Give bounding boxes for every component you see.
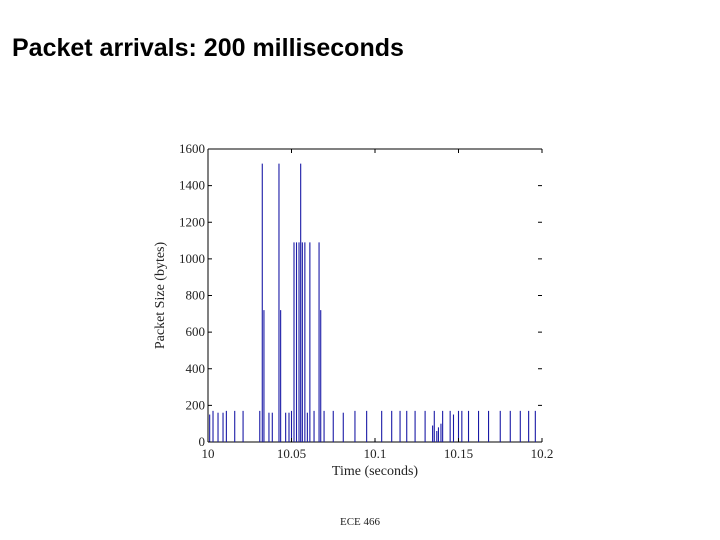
- y-tick-label: 1000: [179, 251, 205, 266]
- x-axis-label: Time (seconds): [332, 464, 419, 479]
- x-tick-label: 10.2: [531, 446, 554, 461]
- slide-title: Packet arrivals: 200 milliseconds: [12, 34, 404, 62]
- bar-series: [209, 163, 536, 442]
- y-axis-ticks: 0 200 400 600 800 1000 1200 1400 1600: [179, 141, 542, 449]
- y-tick-label: 1200: [179, 214, 205, 229]
- y-tick-label: 800: [186, 288, 206, 303]
- slide-footer: ECE 466: [339, 516, 381, 528]
- x-tick-label: 10.15: [444, 446, 473, 461]
- x-tick-label: 10.05: [277, 446, 306, 461]
- y-tick-label: 1600: [179, 141, 205, 156]
- y-tick-label: 600: [186, 324, 206, 339]
- y-tick-label: 1400: [179, 178, 205, 193]
- x-axis-ticks: 10 10.05 10.1 10.15 10.2: [202, 149, 554, 461]
- packet-size-chart: 10 10.05 10.1 10.15 10.2 0 200 400 600 800 1000 12…: [153, 141, 554, 479]
- x-tick-label: 10: [202, 446, 215, 461]
- plot-frame: [207, 148, 542, 443]
- y-tick-label: 200: [186, 397, 206, 412]
- y-tick-label: 400: [186, 361, 206, 376]
- y-axis-label: Packet Size (bytes): [153, 242, 168, 350]
- x-tick-label: 10.1: [364, 446, 387, 461]
- y-tick-label: 0: [199, 434, 206, 449]
